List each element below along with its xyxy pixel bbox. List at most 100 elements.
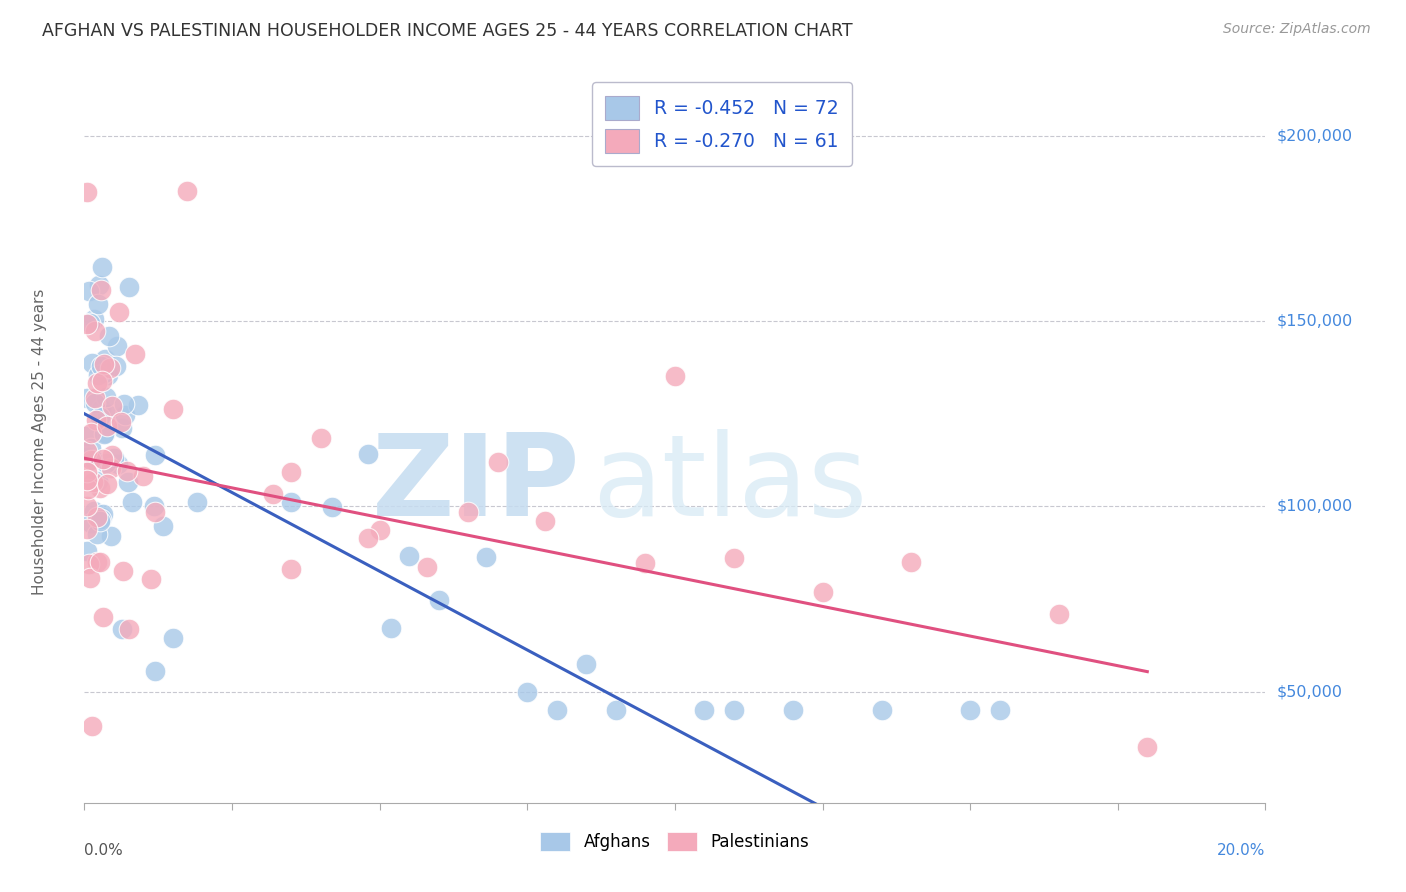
Point (83, 504, 105, 518)
Point (86, 376, 108, 390)
Point (118, 622, 141, 636)
Point (100, 399, 122, 413)
Point (280, 562, 302, 576)
Point (77, 284, 100, 298)
Point (368, 523, 391, 537)
Point (486, 455, 509, 469)
Point (79, 571, 101, 585)
Point (811, 585, 834, 599)
Point (82, 719, 104, 733)
Point (112, 564, 135, 578)
Point (111, 622, 134, 636)
Point (76, 522, 98, 536)
Point (93, 426, 115, 441)
Point (475, 550, 498, 565)
Text: ZIP: ZIP (373, 429, 581, 541)
Point (80, 516, 103, 531)
Point (162, 631, 184, 645)
Point (96, 476, 118, 491)
Point (90, 359, 112, 373)
Point (457, 505, 479, 519)
Point (86, 510, 108, 524)
Point (80, 452, 103, 467)
Text: AFGHAN VS PALESTINIAN HOUSEHOLDER INCOME AGES 25 - 44 YEARS CORRELATION CHART: AFGHAN VS PALESTINIAN HOUSEHOLDER INCOME… (42, 22, 853, 40)
Point (152, 519, 174, 533)
Point (416, 560, 439, 574)
Text: atlas: atlas (592, 429, 868, 541)
Point (124, 347, 146, 361)
Point (107, 457, 129, 471)
Point (76, 544, 98, 558)
Point (98, 361, 121, 376)
Point (900, 555, 922, 569)
Text: 20.0%: 20.0% (1218, 843, 1265, 857)
Point (605, 703, 627, 717)
Point (280, 494, 302, 508)
Point (664, 368, 686, 383)
Point (84, 391, 107, 405)
Legend: Afghans, Palestinians: Afghans, Palestinians (531, 823, 818, 860)
Point (76, 391, 98, 405)
Point (100, 529, 122, 543)
Point (87, 474, 110, 488)
Point (103, 450, 125, 465)
Point (546, 703, 568, 717)
Point (87, 297, 110, 311)
Point (90, 375, 112, 389)
Point (111, 421, 134, 435)
Point (94, 425, 117, 440)
Point (90, 511, 112, 525)
Point (262, 487, 284, 501)
Text: $200,000: $200,000 (1277, 128, 1353, 144)
Point (723, 550, 745, 565)
Point (94, 351, 117, 366)
Point (380, 621, 402, 635)
Text: Source: ZipAtlas.com: Source: ZipAtlas.com (1223, 22, 1371, 37)
Point (91, 451, 114, 466)
Text: 0.0%: 0.0% (84, 843, 124, 857)
Point (398, 549, 420, 563)
Point (112, 397, 135, 411)
Point (104, 359, 127, 373)
Point (76, 450, 98, 464)
Point (80, 356, 103, 370)
Point (90, 402, 112, 417)
Point (83, 311, 105, 326)
Point (76, 186, 98, 200)
Text: $50,000: $50,000 (1277, 684, 1343, 699)
Point (110, 415, 132, 429)
Text: $150,000: $150,000 (1277, 314, 1353, 328)
Point (89, 410, 111, 425)
Point (89, 481, 111, 495)
Point (84, 396, 107, 410)
Point (575, 657, 598, 671)
Point (108, 305, 131, 319)
Point (357, 531, 380, 545)
Point (143, 448, 166, 462)
Point (79, 316, 101, 330)
Point (77, 557, 100, 571)
Point (91, 610, 114, 624)
Point (83, 324, 105, 338)
Point (80, 425, 103, 440)
Point (80, 441, 103, 455)
Point (162, 401, 184, 416)
Point (76, 499, 98, 513)
Text: Householder Income Ages 25 - 44 years: Householder Income Ages 25 - 44 years (32, 288, 46, 595)
Point (89, 514, 111, 528)
Text: $100,000: $100,000 (1277, 499, 1353, 514)
Point (870, 703, 893, 717)
Point (121, 494, 143, 508)
Point (115, 464, 138, 478)
Point (516, 685, 538, 699)
Point (118, 280, 141, 294)
Point (145, 505, 167, 519)
Point (782, 703, 804, 717)
Point (96, 456, 118, 470)
Point (100, 461, 122, 475)
Point (87, 278, 110, 293)
Point (87, 368, 110, 382)
Point (90, 283, 112, 297)
Point (89, 555, 111, 569)
Point (96, 408, 118, 422)
